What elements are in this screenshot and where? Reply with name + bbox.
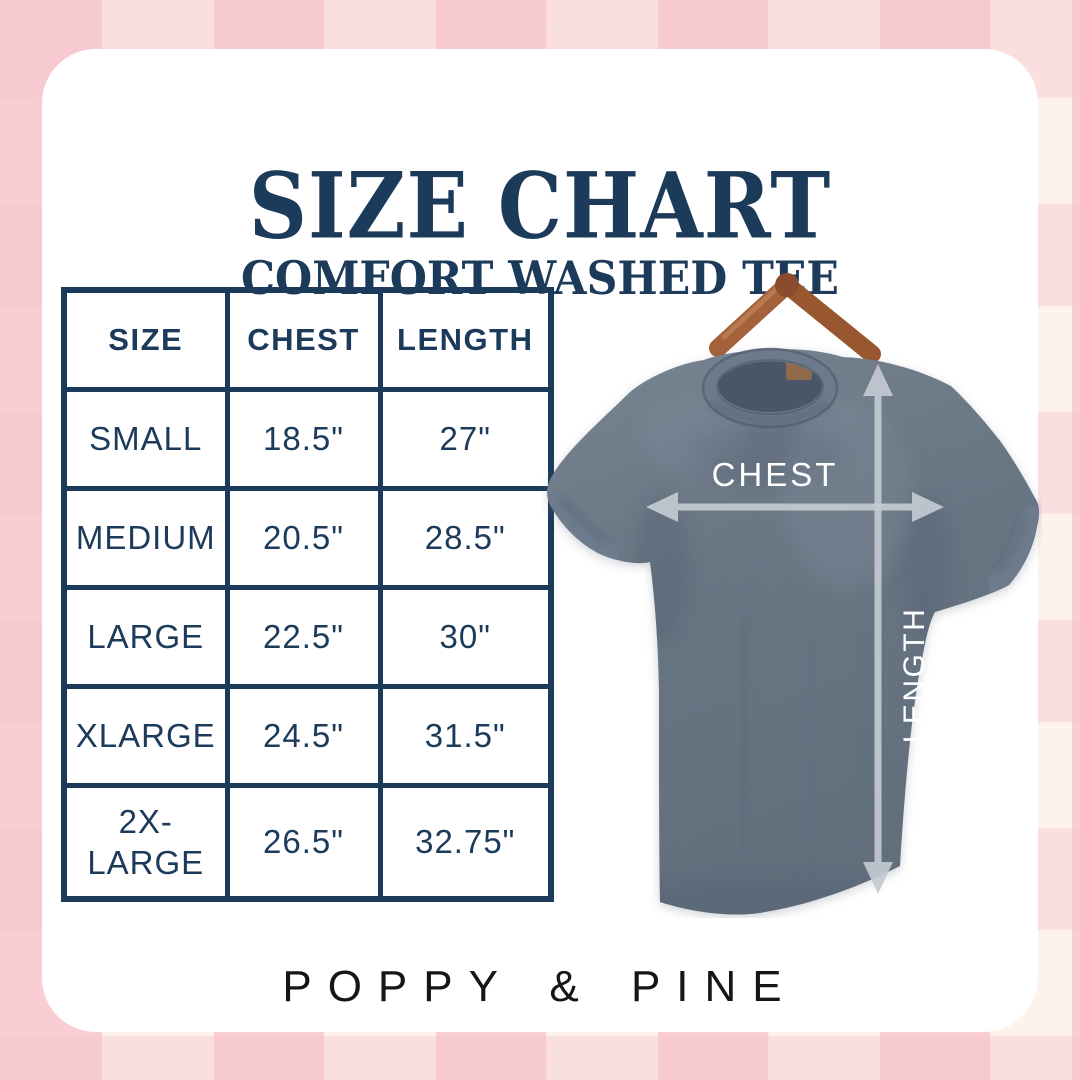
length-cell: 30" [377, 584, 554, 689]
page-title: SIZE CHART [248, 152, 832, 260]
chest-cell: 26.5" [224, 782, 383, 902]
collar [701, 347, 839, 429]
length-measure-label: LENGTH [898, 607, 931, 744]
length-cell: 32.75" [377, 782, 554, 902]
size-cell: MEDIUM [61, 485, 230, 590]
length-cell: 31.5" [377, 683, 554, 788]
header-length: LENGTH [377, 287, 554, 392]
wooden-hanger-icon [709, 273, 881, 363]
chest-cell: 22.5" [224, 584, 383, 689]
chest-cell: 24.5" [224, 683, 383, 788]
length-cell: 28.5" [377, 485, 554, 590]
size-cell: LARGE [61, 584, 230, 689]
header-size: SIZE [61, 287, 230, 392]
size-cell: 2X- LARGE [61, 782, 230, 902]
table-row: 2X- LARGE 26.5" 32.75" [61, 782, 554, 902]
size-table: SIZE CHEST LENGTH SMALL 18.5" 27" MEDIUM… [61, 287, 554, 902]
table-header-row: SIZE CHEST LENGTH [61, 287, 554, 392]
content-card: SIZE CHART COMFORT WASHED TEE SIZE CHEST… [42, 49, 1040, 1032]
header-chest: CHEST [224, 287, 383, 392]
table-row: LARGE 22.5" 30" [61, 584, 554, 689]
tshirt-product-photo: CHEST LENGTH [542, 258, 1042, 918]
size-cell: SMALL [61, 386, 230, 491]
chest-cell: 20.5" [224, 485, 383, 590]
length-cell: 27" [377, 386, 554, 491]
table-row: XLARGE 24.5" 31.5" [61, 683, 554, 788]
size-cell: XLARGE [61, 683, 230, 788]
table-row: SMALL 18.5" 27" [61, 386, 554, 491]
table-row: MEDIUM 20.5" 28.5" [61, 485, 554, 590]
length-arrow [863, 364, 893, 894]
chest-measure-label: CHEST [712, 456, 839, 493]
brand-name: POPPY & PINE [282, 962, 798, 1011]
chest-cell: 18.5" [224, 386, 383, 491]
